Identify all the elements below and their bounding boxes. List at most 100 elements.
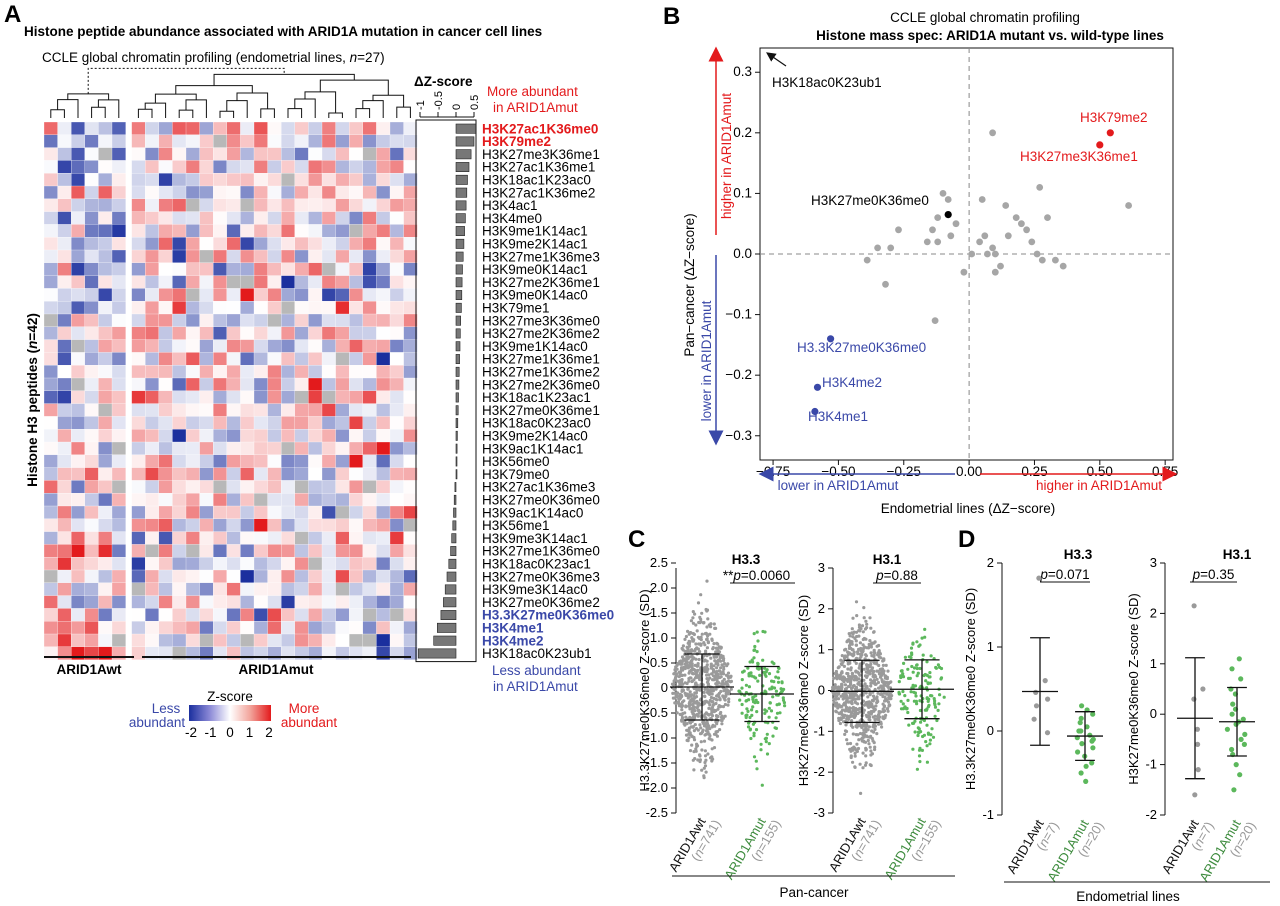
heatmap-cell <box>213 429 228 443</box>
data-point <box>899 674 903 678</box>
heatmap-cell <box>111 339 126 353</box>
heatmap-cell <box>199 505 214 520</box>
heatmap-cell <box>281 595 296 609</box>
heatmap-cell <box>321 211 336 225</box>
heatmap-cell <box>362 160 377 174</box>
heatmap-cell <box>321 326 336 340</box>
heatmap-cell <box>335 557 350 571</box>
dendrogram-link <box>219 110 235 118</box>
panel-a-subtitle: CCLE global chromatin profiling (endomet… <box>42 50 385 65</box>
heatmap-cell <box>362 595 377 609</box>
heatmap-cell <box>43 211 58 225</box>
heatmap-cell <box>294 121 309 136</box>
scatter-point-label: H3K4me1 <box>808 409 868 424</box>
heatmap-cell <box>403 211 418 225</box>
heatmap-cell <box>172 173 187 187</box>
heatmap-cell <box>321 390 336 404</box>
delta-z-ticks: -1 -0.5 0 0.5 <box>415 91 481 118</box>
heatmap-cell <box>253 633 268 648</box>
data-point <box>717 691 722 696</box>
heatmap-cell <box>308 339 323 353</box>
data-point <box>1083 778 1089 785</box>
x-tick-label: 0.25 <box>1021 464 1047 479</box>
data-point <box>705 728 709 732</box>
delta-z-bar <box>455 392 459 403</box>
data-point <box>839 717 843 722</box>
heatmap-cell <box>172 429 187 443</box>
heatmap-cell <box>145 121 160 136</box>
data-point <box>845 708 850 712</box>
heatmap-cell <box>185 326 200 340</box>
heatmap-cell <box>403 237 418 251</box>
data-point <box>909 690 913 694</box>
y-tick-label: -2.0 <box>646 780 668 795</box>
data-point <box>925 744 929 748</box>
data-point <box>938 693 942 697</box>
heatmap-cell <box>145 608 160 622</box>
heatmap-cell <box>267 493 282 507</box>
heatmap-cell <box>240 160 255 174</box>
plot-title: H3.1 <box>1223 547 1252 562</box>
heatmap-cell <box>199 633 214 648</box>
data-point <box>846 652 850 657</box>
heatmap-cell <box>376 633 391 648</box>
data-point <box>691 758 695 762</box>
heatmap-cell <box>158 313 173 328</box>
heatmap-cell <box>199 595 214 609</box>
data-point <box>755 630 759 634</box>
dendrogram-link <box>260 108 275 118</box>
data-point <box>850 719 854 723</box>
more-abundant-label-2: in ARID1Amut <box>493 100 578 115</box>
data-point <box>839 658 843 662</box>
heatmap-cell <box>281 237 296 251</box>
data-point <box>868 616 872 620</box>
heatmap-cell <box>308 134 323 148</box>
heatmap-cell <box>294 569 309 584</box>
data-point <box>758 673 762 678</box>
heatmap-cell <box>281 493 296 507</box>
data-point <box>869 626 873 630</box>
heatmap-cell <box>389 544 404 558</box>
y-tick-label: 1.5 <box>650 605 668 620</box>
data-point <box>725 664 729 668</box>
heatmap-cell <box>389 237 404 251</box>
peptide-label: H3K27me1K36me2 <box>482 365 600 380</box>
heatmap-cell <box>98 339 113 353</box>
data-point <box>885 677 889 681</box>
heatmap-cell <box>98 173 113 187</box>
heatmap-cell <box>321 416 336 430</box>
data-point <box>753 648 757 652</box>
heatmap-cell <box>185 275 200 289</box>
data-point <box>683 637 687 642</box>
data-point <box>876 669 880 673</box>
data-point <box>886 681 890 685</box>
data-point <box>691 632 696 636</box>
data-point <box>770 679 774 683</box>
data-point <box>906 710 910 715</box>
data-point <box>694 623 698 627</box>
heatmap-cell <box>403 557 418 571</box>
heatmap-cell <box>308 467 323 481</box>
data-point <box>1192 792 1198 798</box>
heatmap-cell <box>321 467 336 481</box>
data-point <box>705 687 710 692</box>
heatmap-cell <box>199 454 214 468</box>
heatmap-cell <box>57 365 72 379</box>
heatmap-cell <box>321 595 336 609</box>
y-tick-label: 0.2 <box>733 125 752 140</box>
heatmap-cell <box>226 339 241 353</box>
heatmap-cell <box>57 416 72 430</box>
data-point <box>694 727 699 731</box>
heatmap-cell <box>403 173 418 187</box>
heatmap-cell <box>145 633 160 648</box>
data-point <box>1230 701 1236 707</box>
scatter-point <box>1028 238 1036 246</box>
data-point <box>740 711 744 715</box>
heatmap-cell <box>111 211 126 225</box>
data-point <box>856 670 860 674</box>
data-point <box>714 661 718 666</box>
heatmap-cell <box>362 621 377 635</box>
heatmap-cell <box>362 403 377 417</box>
heatmap-cell <box>349 429 364 443</box>
heatmap-cell <box>389 531 404 545</box>
